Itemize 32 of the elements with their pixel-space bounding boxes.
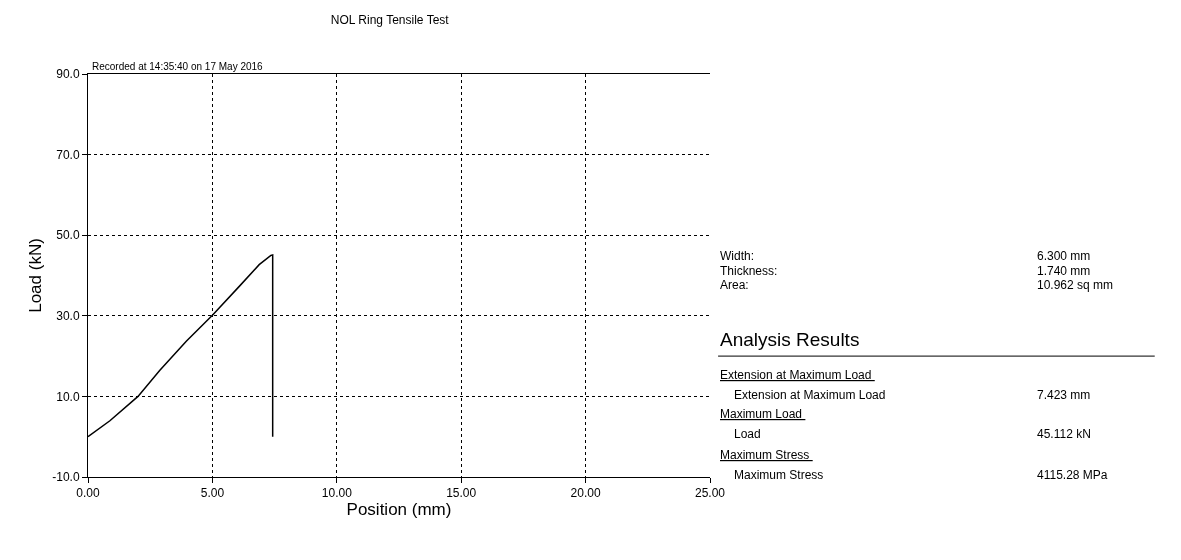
- y-tick-label: 50.0: [56, 228, 80, 243]
- y-tick-label: 90.0: [56, 67, 80, 82]
- x-tick-label: 10.00: [321, 486, 353, 501]
- x-tick-label: 0.00: [76, 486, 100, 501]
- text: Maximum Stress: [734, 468, 824, 482]
- y-tick-label: 30.0: [56, 309, 80, 323]
- x-tick-label: 15.00: [446, 486, 477, 501]
- text: 6.300 mm: [1037, 249, 1091, 263]
- text: Maximum Stress: [720, 448, 813, 462]
- text: Area:: [720, 278, 749, 292]
- chart-title: NOL Ring Tensile Test: [330, 12, 450, 27]
- x-tick-label: 25.00: [694, 486, 726, 501]
- y-tick-label: 10.0: [56, 389, 80, 404]
- text: Thickness:: [720, 264, 778, 278]
- text: Analysis Results: [720, 329, 860, 350]
- text: 7.423 mm: [1037, 388, 1091, 402]
- text: Load: [734, 427, 761, 441]
- text: Extension at Maximum Load: [720, 368, 875, 382]
- text: 10.962 sq mm: [1037, 278, 1114, 292]
- y-tick-label: 70.0: [56, 147, 80, 162]
- text: 4115.28 MPa: [1037, 468, 1108, 482]
- x-axis-title: Position (mm): [346, 500, 452, 520]
- text: 1.740 mm: [1037, 264, 1091, 278]
- text: Maximum Load: [720, 407, 806, 421]
- x-tick-label: 20.00: [570, 486, 601, 501]
- text: Extension at Maximum Load: [734, 388, 886, 402]
- y-axis-title: Load (kN): [25, 238, 45, 313]
- text: Recorded at 14:35:40 on 17 May 2016: [92, 61, 264, 72]
- y-tick-label: -10.0: [52, 470, 80, 485]
- x-tick-label: 5.00: [200, 486, 225, 501]
- text: 45.112 kN: [1037, 427, 1091, 441]
- text: Width:: [720, 249, 755, 263]
